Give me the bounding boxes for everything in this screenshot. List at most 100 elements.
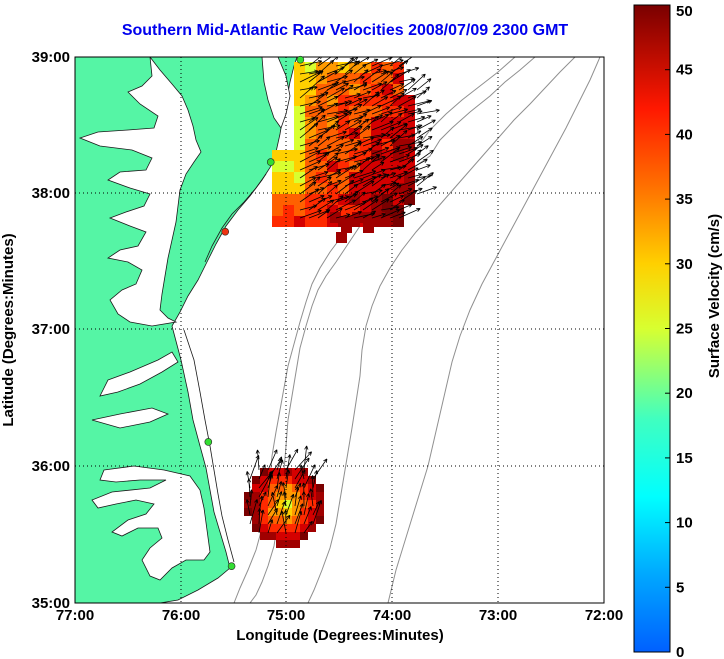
velocity-arrow [389,89,408,99]
velocity-arrow [303,520,313,534]
velocity-arrow [308,114,326,131]
velocity-arrows [245,57,440,534]
colorbar-tick-label: 45 [676,62,693,79]
velocity-arrow [317,156,338,171]
velocity-arrow [308,170,329,179]
velocity-cell [327,194,338,205]
velocity-cell [338,128,349,139]
velocity-cell [338,117,349,128]
velocity-cell [292,484,300,492]
velocity-cell [336,232,347,243]
velocity-cell [382,183,393,194]
velocity-cell [371,84,382,95]
velocity-arrow [285,469,291,489]
velocity-cell [316,84,327,95]
velocity-cell [338,216,349,227]
velocity-arrow [312,499,323,525]
velocity-cell [252,492,260,500]
velocity-arrow [335,138,355,147]
velocity-cell [382,62,393,73]
velocity-cell [316,139,327,150]
velocity-cell [276,516,284,524]
velocity-cell [371,95,382,106]
velocity-arrow [299,59,323,67]
velocity-arrow [398,188,413,195]
velocity-arrow [416,164,431,171]
x-tick-label: 73:00 [479,607,517,624]
velocity-cell [371,205,382,216]
velocity-cell [276,476,284,484]
velocity-arrow [276,481,283,498]
velocity-arrow [389,123,408,139]
velocity-cell [382,84,393,95]
velocity-cell [338,95,349,106]
velocity-cell [338,205,349,216]
velocity-cell [393,73,404,84]
velocity-arrow [246,478,252,498]
velocity-cell [349,62,360,73]
velocity-cell [294,172,305,183]
velocity-arrow [294,495,302,516]
velocity-cell [283,161,294,172]
velocity-cell [327,84,338,95]
velocity-cell [393,84,404,95]
velocity-arrow [335,147,358,155]
velocity-cell [244,492,252,500]
velocity-arrow [407,136,424,147]
velocity-cell [276,540,284,548]
velocity-cell [316,62,327,73]
velocity-arrow [294,486,300,507]
velocity-arrow [353,69,369,83]
velocity-cell [393,95,404,106]
velocity-cell [272,205,283,216]
velocity-cell [360,128,371,139]
velocity-cell [327,139,338,150]
velocity-cell [327,128,338,139]
velocity-cell [393,194,404,205]
velocity-cell [294,205,305,216]
velocity-arrow [416,119,436,131]
velocity-cell [360,150,371,161]
station-duck-marker [204,438,213,446]
y-tick-label: 39:00 [32,49,70,66]
colorbar-ticks: 0 5 10 15 20 25 30 35 40 45 50 [665,3,693,659]
river-mouths [91,351,179,429]
velocity-arrow [398,203,413,211]
velocity-cell [294,216,305,227]
velocity-arrow [398,57,416,67]
velocity-arrow [308,145,332,155]
velocity-arrow [398,208,421,219]
velocity-arrow [407,124,423,131]
velocity-cell [363,222,374,233]
velocity-cell [327,183,338,194]
velocity-cell [308,524,316,532]
velocity-cell [316,95,327,106]
y-axis-label: Latitude (Degrees:Minutes) [0,233,17,426]
velocity-cell [294,139,305,150]
velocity-arrow [308,194,325,203]
velocity-arrow [380,182,400,195]
velocity-cell [308,476,316,484]
velocity-arrow [335,213,351,219]
velocity-arrow [416,99,433,107]
velocity-cell [338,172,349,183]
velocity-arrow [294,483,302,498]
velocity-cell [260,468,268,476]
velocity-cell [284,540,292,548]
velocity-arrow [353,90,372,99]
velocity-cell [327,106,338,117]
velocity-arrow [353,82,368,91]
velocity-arrow [344,92,361,99]
velocity-arrow [335,111,353,123]
velocity-cell [404,161,415,172]
colorbar-label: Surface Velocity (cm/s) [706,214,723,378]
velocity-cell [294,62,305,73]
velocity-cell [260,524,268,532]
velocity-cell [300,524,308,532]
velocity-cell [300,516,308,524]
y-tick-label: 35:00 [32,595,70,612]
velocity-cell [308,516,316,524]
velocity-arrow [344,120,362,131]
velocity-arrow [276,501,286,525]
velocity-cell [382,205,393,216]
